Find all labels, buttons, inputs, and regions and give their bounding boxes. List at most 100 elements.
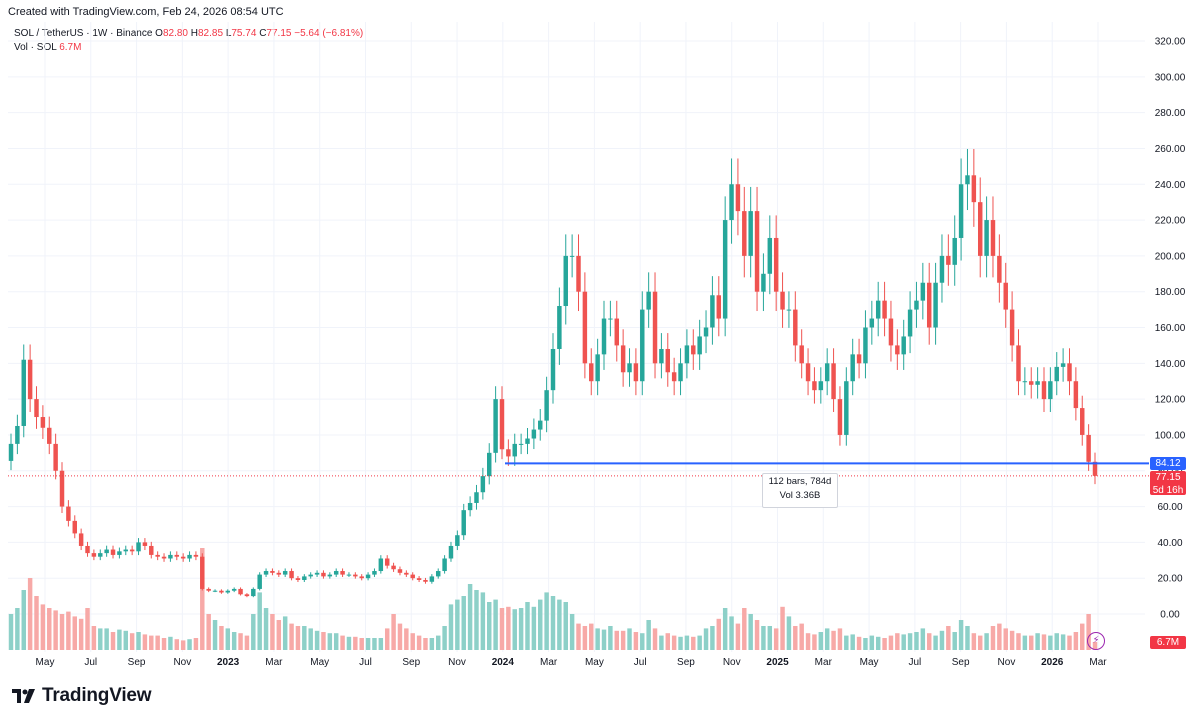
volume-bar xyxy=(882,638,887,650)
volume-bar xyxy=(659,635,664,650)
volume-bar xyxy=(391,614,396,650)
candle-body xyxy=(850,354,855,382)
volume-bar xyxy=(569,614,575,650)
candle-body xyxy=(155,554,160,557)
candle-body xyxy=(91,553,97,557)
candle-body xyxy=(72,520,77,534)
y-tick-label: 60.00 xyxy=(1157,502,1182,513)
candle-body xyxy=(136,542,141,552)
candle-body xyxy=(907,309,913,337)
volume-bar xyxy=(678,636,683,650)
candle-body xyxy=(410,574,415,579)
candle-body xyxy=(608,318,613,320)
volume-bar xyxy=(952,632,957,650)
y-tick-label: 320.00 xyxy=(1155,37,1186,48)
volume-bar xyxy=(812,634,817,650)
candle-body xyxy=(697,336,702,355)
candle-body xyxy=(404,572,409,575)
symbol-label[interactable]: SOL / TetherUS · 1W · Binance xyxy=(14,28,153,39)
volume-bar xyxy=(117,629,122,650)
volume-bar xyxy=(416,635,422,650)
volume-bar xyxy=(251,614,256,650)
candle-body xyxy=(442,558,447,572)
candle-body xyxy=(748,211,753,256)
candle-body xyxy=(544,390,549,421)
volume-bar xyxy=(397,623,403,650)
candle-body xyxy=(180,556,186,559)
candle-body xyxy=(480,476,486,493)
candle-body xyxy=(206,588,211,591)
candle-body xyxy=(384,558,390,566)
volume-bar xyxy=(91,626,97,650)
candle-body xyxy=(397,569,403,573)
volume-bar xyxy=(748,614,753,650)
volume-bar xyxy=(365,638,371,650)
candle-body xyxy=(435,571,441,577)
candle-body xyxy=(59,470,65,507)
candle-body xyxy=(582,291,588,364)
volume-bar xyxy=(1016,633,1021,650)
x-tick-label: Nov xyxy=(448,657,466,668)
candle-body xyxy=(506,449,511,457)
volume-bar xyxy=(646,620,651,650)
volume-bar xyxy=(601,629,607,650)
candle-body xyxy=(53,443,58,471)
candle-body xyxy=(282,571,288,575)
candle-body xyxy=(193,554,199,557)
tradingview-logo[interactable]: TradingView xyxy=(12,685,152,707)
volume-bar xyxy=(531,606,537,650)
candle-body xyxy=(722,220,728,319)
last-price-tag: 77.15 5d 16h xyxy=(1150,471,1186,496)
volume-bar xyxy=(1073,632,1079,650)
candle-body xyxy=(365,574,371,579)
candle-body xyxy=(327,574,333,577)
candle-body xyxy=(958,184,964,238)
volume-bar xyxy=(557,599,562,650)
volume-label[interactable]: Vol · SOL xyxy=(14,42,57,53)
volume-bar xyxy=(780,606,785,650)
candle-body xyxy=(474,492,479,503)
volume-bar xyxy=(805,633,811,650)
candle-body xyxy=(263,571,269,575)
volume-bar xyxy=(110,632,116,650)
candle-body xyxy=(461,510,466,536)
volume-bar xyxy=(1048,635,1053,650)
x-tick-label: 2024 xyxy=(492,657,515,668)
volume-bar xyxy=(404,628,409,650)
volume-bar xyxy=(161,638,167,650)
alert-icon[interactable]: ⚡ xyxy=(1087,632,1105,650)
volume-bar xyxy=(257,592,262,650)
volume-bar xyxy=(512,609,517,650)
volume-bar xyxy=(295,626,301,650)
volume-bar xyxy=(589,623,594,650)
x-tick-label: 2023 xyxy=(217,657,240,668)
candle-body xyxy=(110,549,116,555)
volume-bar xyxy=(372,638,377,650)
volume-bar xyxy=(302,626,307,650)
candle-body xyxy=(971,175,977,203)
x-tick-label: Sep xyxy=(402,657,420,668)
volume-bar xyxy=(149,635,154,650)
volume-bar xyxy=(506,606,511,650)
candle-body xyxy=(333,571,339,575)
volume-bar xyxy=(333,633,339,650)
volume-bar xyxy=(1035,633,1040,650)
volume-bar xyxy=(219,626,224,650)
y-tick-label: 260.00 xyxy=(1155,144,1186,155)
close-label: C xyxy=(259,28,267,39)
volume-bar xyxy=(722,608,728,650)
y-tick-label: 20.00 xyxy=(1157,574,1182,585)
volume-bar xyxy=(926,633,932,650)
volume-bar xyxy=(180,640,186,650)
volume-bar xyxy=(353,636,358,650)
candle-body xyxy=(270,571,275,573)
candle-body xyxy=(187,554,192,559)
volume-bar xyxy=(21,590,26,650)
x-tick-label: Mar xyxy=(815,657,833,668)
candle-body xyxy=(1060,363,1066,367)
x-tick-label: Jul xyxy=(634,657,647,668)
candle-body xyxy=(952,237,957,265)
volume-bar xyxy=(901,634,906,650)
volume-bar xyxy=(837,628,843,650)
